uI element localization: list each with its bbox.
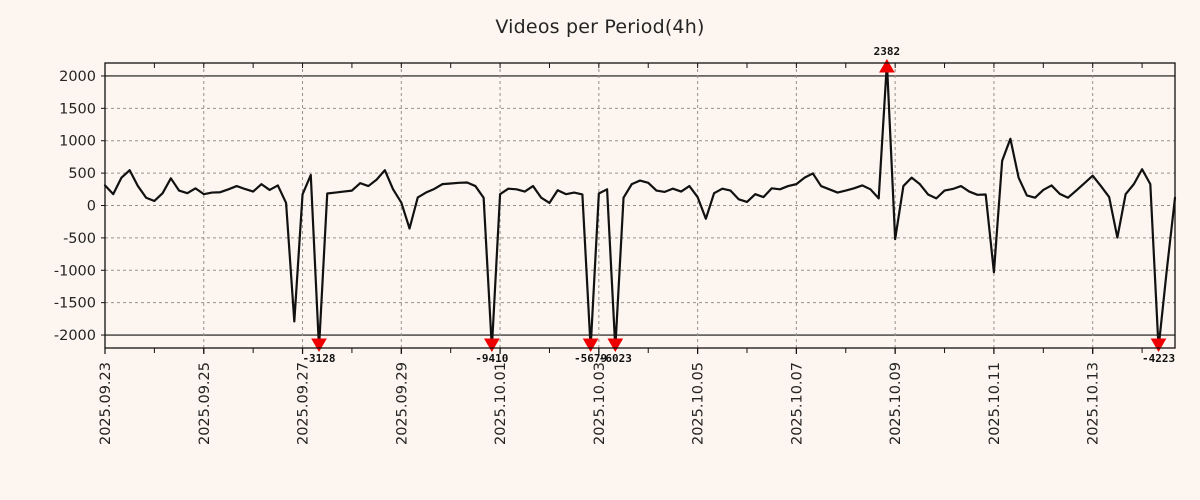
x-tick-label: 2025.10.09	[888, 362, 904, 445]
high-outlier-marker	[879, 59, 895, 73]
outlier-value-label: -9410	[475, 352, 508, 365]
outlier-value-label: 2382	[874, 45, 901, 58]
y-tick-label: 0	[87, 199, 96, 215]
y-axis-ticks: -2000 -1500 -1000 -500 0 500 1000 1500 2000	[54, 69, 105, 344]
x-tick-label: 2025.10.05	[691, 362, 707, 445]
x-axis-ticks: 2025.09.23 2025.09.25 2025.09.27 2025.09.29…	[98, 63, 1143, 445]
x-tick-label: 2025.10.03	[592, 362, 608, 445]
low-outlier-marker	[1150, 338, 1167, 352]
outlier-value-label: -4223	[1142, 352, 1175, 365]
x-tick-label: 2025.09.23	[98, 362, 114, 445]
y-tick-label: -1000	[54, 263, 96, 279]
y-tick-label: -2000	[54, 328, 96, 344]
low-outlier-marker	[582, 338, 599, 352]
outlier-value-label: -6023	[599, 352, 632, 365]
x-tick-label: 2025.09.27	[296, 362, 312, 445]
x-tick-label: 2025.09.25	[197, 362, 213, 445]
series-line	[103, 61, 1177, 350]
x-tick-label: 2025.10.01	[493, 362, 509, 445]
plot-frame	[104, 62, 1176, 349]
outlier-value-label: -3128	[302, 352, 335, 365]
clipped-value-markers: -3128 -9410 -5679-6023 2382 -4223	[302, 45, 1175, 365]
x-tick-label: 2025.10.11	[987, 362, 1003, 445]
low-outlier-marker	[607, 338, 624, 352]
low-outlier-marker	[311, 338, 327, 352]
y-tick-label: 500	[68, 166, 96, 182]
low-outlier-marker	[483, 338, 500, 352]
y-tick-label: 2000	[59, 69, 96, 85]
x-tick-label: 2025.09.29	[394, 362, 410, 445]
outlier-value-label: -5679	[574, 352, 607, 365]
x-tick-label: 2025.10.07	[789, 362, 805, 445]
y-tick-label: -500	[63, 231, 96, 247]
y-tick-label: -1500	[54, 296, 96, 312]
x-tick-label: 2025.10.13	[1086, 362, 1102, 445]
y-tick-label: 1500	[59, 101, 96, 117]
chart-title: Videos per Period(4h)	[495, 16, 705, 38]
y-tick-label: 1000	[59, 134, 96, 150]
grid-lines	[104, 63, 1175, 348]
data-series	[103, 61, 1177, 350]
